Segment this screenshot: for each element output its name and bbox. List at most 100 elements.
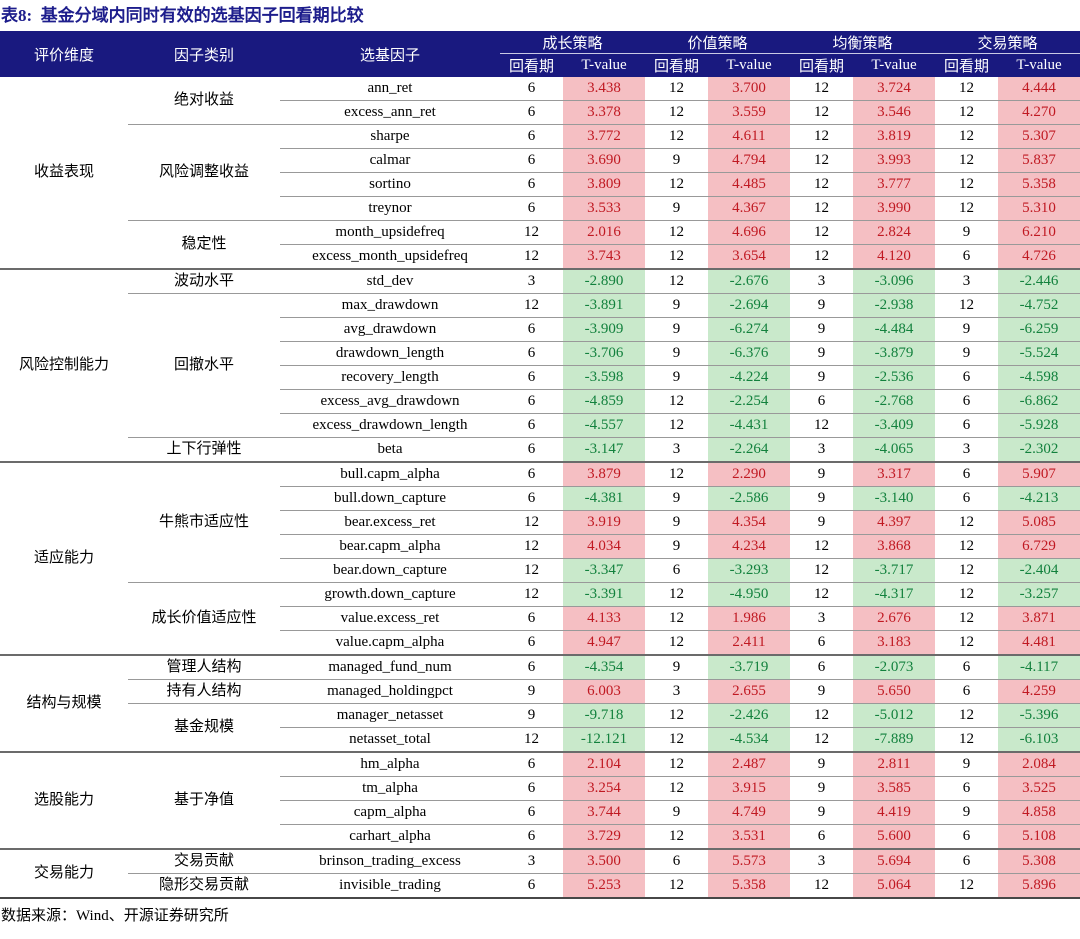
tvalue-cell: 3.777 (853, 172, 936, 197)
factor-cell: bear.excess_ret (280, 510, 500, 535)
lookback-cell: 6 (500, 630, 563, 655)
tvalue-cell: -5.012 (853, 703, 936, 728)
lookback-cell: 6 (500, 100, 563, 125)
tvalue-cell: 3.500 (563, 848, 646, 874)
lookback-cell: 12 (645, 582, 709, 607)
tvalue-cell: 5.907 (998, 461, 1080, 487)
tvalue-cell: 6.729 (998, 534, 1080, 559)
col-header-lookback-value: 回看期 (645, 53, 709, 77)
tvalue-cell: -3.409 (853, 413, 936, 438)
category-cell: 成长价值适应性 (128, 582, 280, 655)
tvalue-cell: 2.487 (708, 751, 791, 777)
table-row: avg_drawdown 6 -3.909 9 -6.274 9 -4.484 9 -6.259 (0, 317, 1080, 342)
factor-cell: max_drawdown (280, 293, 500, 318)
lookback-cell: 12 (645, 776, 709, 801)
lookback-cell: 6 (935, 486, 999, 511)
dimension-cell: 风险控制能力 (0, 268, 128, 462)
table-row: calmar 6 3.690 9 4.794 12 3.993 12 5.837 (0, 148, 1080, 173)
factor-cell: manager_netasset (280, 703, 500, 728)
lookback-cell: 6 (935, 365, 999, 390)
tvalue-cell: 5.650 (853, 679, 936, 704)
lookback-cell: 3 (790, 606, 854, 631)
factor-cell: drawdown_length (280, 341, 500, 366)
lookback-cell: 12 (790, 100, 854, 125)
lookback-cell: 12 (500, 244, 563, 269)
lookback-cell: 6 (500, 196, 563, 221)
tvalue-cell: -4.317 (853, 582, 936, 607)
dimension-cell: 适应能力 (0, 461, 128, 655)
lookback-cell: 9 (790, 800, 854, 825)
tvalue-cell: -3.096 (853, 268, 936, 294)
table-row: tm_alpha 6 3.254 12 3.915 9 3.585 6 3.525 (0, 776, 1080, 801)
lookback-cell: 12 (935, 293, 999, 318)
tvalue-cell: -4.381 (563, 486, 646, 511)
tvalue-cell: 3.809 (563, 172, 646, 197)
tvalue-cell: 2.676 (853, 606, 936, 631)
tvalue-cell: 3.919 (563, 510, 646, 535)
lookback-cell: 9 (935, 751, 999, 777)
tvalue-cell: -2.694 (708, 293, 791, 318)
tvalue-cell: 3.868 (853, 534, 936, 559)
col-header-tvalue-trading: T-value (998, 53, 1080, 77)
col-header-strategy-value: 价值策略 (645, 31, 791, 54)
tvalue-cell: -3.147 (563, 437, 646, 462)
table-row: drawdown_length 6 -3.706 9 -6.376 9 -3.879 9 -5.… (0, 341, 1080, 366)
tvalue-cell: -2.938 (853, 293, 936, 318)
factor-cell: value.excess_ret (280, 606, 500, 631)
tvalue-cell: 4.726 (998, 244, 1080, 269)
tvalue-cell: 5.358 (708, 873, 791, 898)
tvalue-cell: 4.270 (998, 100, 1080, 125)
tvalue-cell: 3.546 (853, 100, 936, 125)
lookback-cell: 12 (645, 413, 709, 438)
category-cell: 上下行弹性 (128, 437, 280, 462)
tvalue-cell: 3.317 (853, 461, 936, 487)
header-row-strategies: 评价维度 因子类别 选基因子 成长策略 价值策略 均衡策略 交易策略 (0, 31, 1080, 77)
table-row: 适应能力 牛熊市适应性 bull.capm_alpha 6 3.879 12 2.290 9 3… (0, 461, 1080, 655)
factor-cell: carhart_alpha (280, 824, 500, 849)
category-cell: 风险调整收益 (128, 124, 280, 221)
tvalue-cell: 3.724 (853, 77, 936, 101)
factor-cell: hm_alpha (280, 751, 500, 777)
lookback-cell: 9 (645, 534, 709, 559)
lookback-cell: 12 (935, 510, 999, 535)
lookback-cell: 9 (790, 510, 854, 535)
lookback-cell: 9 (790, 776, 854, 801)
lookback-cell: 12 (935, 873, 999, 898)
lookback-cell: 12 (959, 80, 975, 96)
tvalue-cell: 4.749 (708, 800, 791, 825)
factor-cell: sortino (280, 172, 500, 197)
factor-cell: bull.capm_alpha (280, 461, 500, 487)
tvalue-cell: -3.909 (563, 317, 646, 342)
tvalue-cell: -2.676 (708, 268, 791, 294)
factor-cell: bear.capm_alpha (280, 534, 500, 559)
lookback-cell: 6 (935, 413, 999, 438)
tvalue-cell: -3.879 (853, 341, 936, 366)
factor-cell: ann_ret (367, 80, 413, 96)
tvalue-cell: 2.104 (563, 751, 646, 777)
tvalue-cell: -2.586 (708, 486, 791, 511)
factor-cell: capm_alpha (280, 800, 500, 825)
table-row: bull.down_capture 6 -4.381 9 -2.586 9 -3.140 6-… (0, 486, 1080, 511)
tvalue-cell: -2.264 (708, 437, 791, 462)
tvalue-cell: 3.254 (563, 776, 646, 801)
col-header-strategy-growth: 成长策略 (500, 31, 646, 54)
lookback-cell: 12 (935, 148, 999, 173)
tvalue-cell: 2.811 (853, 751, 936, 777)
tvalue-cell: -4.484 (853, 317, 936, 342)
lookback-cell: 6 (935, 824, 999, 849)
lookback-cell: 3 (645, 679, 709, 704)
tvalue-cell: -4.213 (998, 486, 1080, 511)
tvalue-cell: 3.438 (563, 77, 646, 101)
lookback-cell: 9 (645, 148, 709, 173)
factor-cell: growth.down_capture (280, 582, 500, 607)
tvalue-cell: 3.654 (708, 244, 791, 269)
lookback-cell: 12 (790, 727, 854, 752)
lookback-cell: 9 (790, 317, 854, 342)
tvalue-cell: -2.073 (853, 654, 936, 680)
tvalue-cell: -2.446 (998, 268, 1080, 294)
lookback-cell: 12 (790, 196, 854, 221)
table-row: 稳定性 month_upsidefreq 12 2.016 12 4.696 12 2.824… (0, 220, 1080, 269)
table-row: 风险控制能力 波动水平 std_dev 3 -2.890 12 -2.676 3 -3.096 3… (0, 268, 1080, 462)
tvalue-cell: 2.290 (708, 461, 791, 487)
tvalue-cell: 4.947 (563, 630, 646, 655)
